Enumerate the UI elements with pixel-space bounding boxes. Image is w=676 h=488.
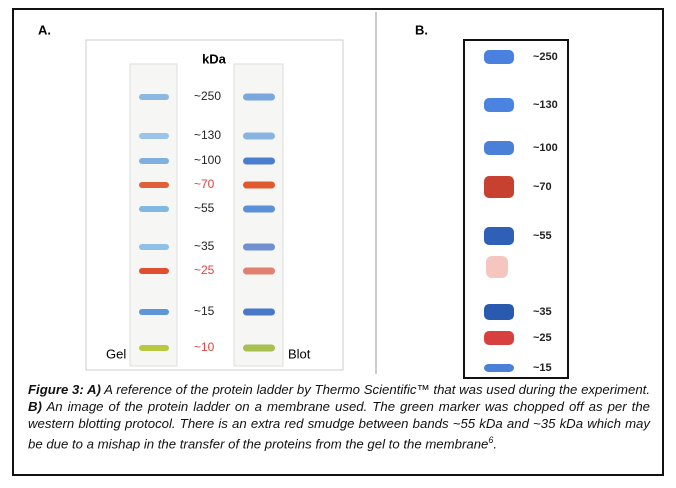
smudge [486,256,508,278]
marker-label: ~35 [533,306,552,318]
panel-label: B. [415,22,428,37]
gel-lane [129,63,178,367]
figure-frame [12,8,664,476]
marker-label: ~55 [533,230,552,242]
gel-band [139,94,169,100]
membrane-band [484,227,514,245]
caption-text: A reference of the protein ladder by The… [100,382,650,397]
marker-label: ~15 [533,362,552,374]
gel-band [139,133,169,139]
membrane-band [484,304,514,320]
marker-label: ~70 [533,181,552,193]
marker-label: ~10 [194,340,215,354]
caption-text: . [493,436,498,452]
membrane-band [484,331,514,345]
caption-text: An image of the protein ladder on a memb… [28,399,650,452]
unit-label: kDa [202,51,227,66]
membrane-band [484,176,514,198]
lane-label: Gel [106,346,126,361]
gel-band [139,182,169,188]
membrane-band [484,50,514,64]
marker-label: ~35 [194,239,215,253]
blot-band [243,344,275,352]
blot-band [243,181,275,189]
membrane-band [484,364,514,372]
panel-label: A. [38,22,51,37]
panel-b-box [463,39,569,379]
blot-band [243,243,275,251]
blot-band [243,267,275,275]
marker-label: ~25 [533,332,552,344]
membrane-band [484,141,514,155]
blot-band [243,308,275,316]
blot-lane [233,63,284,367]
gel-band [139,206,169,212]
marker-label: ~70 [194,177,215,191]
caption-label: B) [28,399,42,414]
panel-a-box [85,39,344,371]
blot-band [243,93,275,101]
gel-band [139,158,169,164]
blot-band [243,157,275,165]
lane-label: Blot [288,346,311,361]
gel-band [139,309,169,315]
marker-label: ~15 [194,304,215,318]
blot-band [243,205,275,213]
caption-label: Figure 3: A) [28,382,101,397]
gel-band [139,345,169,351]
marker-label: ~130 [194,128,221,142]
gel-band [139,244,169,250]
caption: Figure 3: A) A reference of the protein … [28,381,650,452]
marker-label: ~250 [533,51,558,63]
marker-label: ~250 [194,89,221,103]
marker-label: ~100 [194,153,221,167]
marker-label: ~100 [533,142,558,154]
blot-band [243,132,275,140]
marker-label: ~130 [533,99,558,111]
marker-label: ~25 [194,263,215,277]
gel-band [139,268,169,274]
marker-label: ~55 [194,201,215,215]
caption-ref: 6 [488,435,494,445]
membrane-band [484,98,514,112]
